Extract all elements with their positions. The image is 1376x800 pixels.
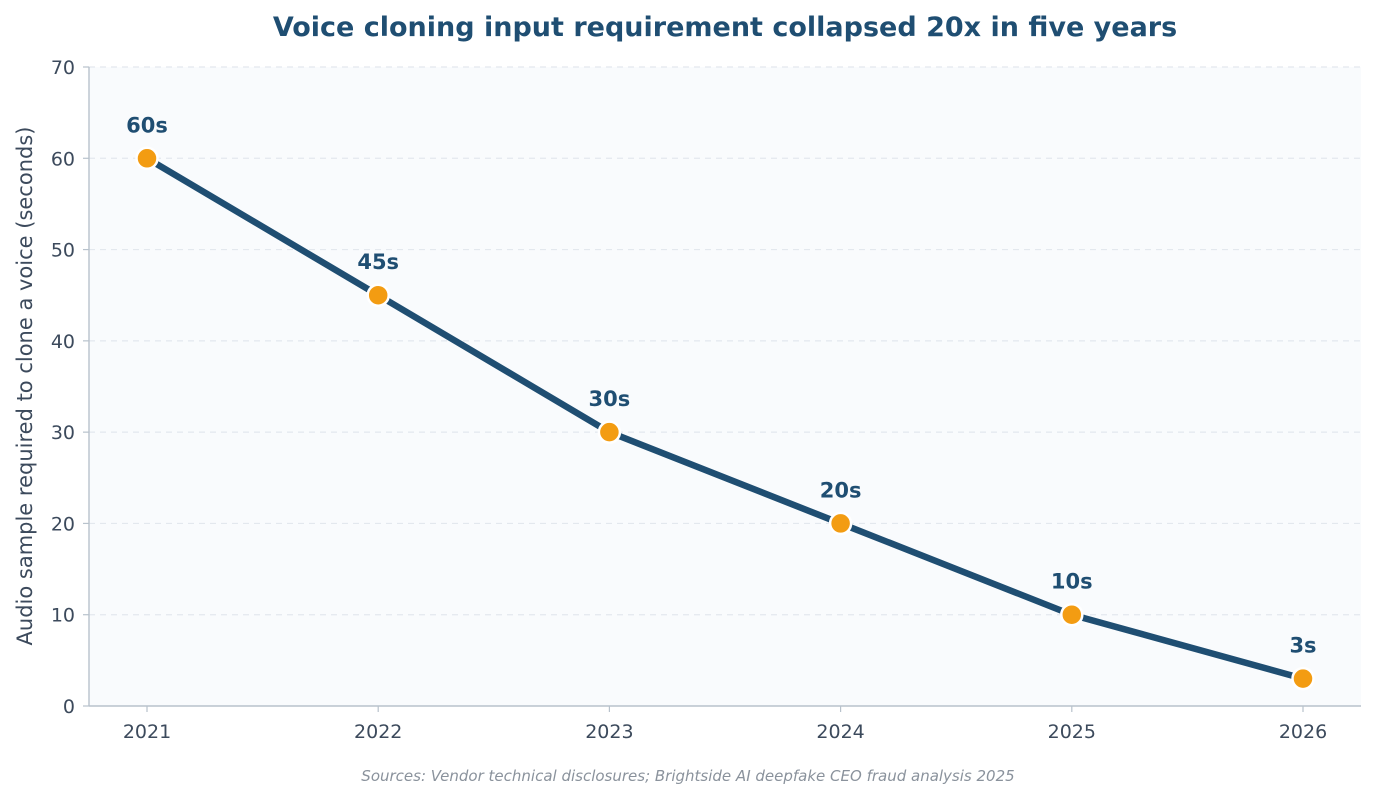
y-tick-label: 50 <box>51 240 75 262</box>
series-line <box>143 155 1307 682</box>
axes <box>88 67 1361 707</box>
x-tick-labels: 2021 2022 2023 2024 2025 2026 <box>123 706 1327 743</box>
data-labels: 60s 45s 30s 20s 10s 3s <box>126 113 1316 657</box>
data-label: 45s <box>357 250 399 274</box>
data-point <box>828 511 853 536</box>
y-tick-label: 40 <box>51 331 75 353</box>
series-line-group <box>143 155 1307 682</box>
y-tick-label: 30 <box>51 422 75 444</box>
x-tick-label: 2021 <box>123 721 171 743</box>
source-note: Sources: Vendor technical disclosures; B… <box>361 767 1014 785</box>
y-tick-labels: 0 10 20 30 40 50 60 70 <box>51 57 89 718</box>
y-tick-label: 60 <box>51 148 75 170</box>
data-label: 3s <box>1289 634 1316 658</box>
data-label: 30s <box>589 387 631 411</box>
x-tick-label: 2023 <box>585 721 633 743</box>
plot-area <box>89 67 1361 706</box>
y-tick-label: 0 <box>63 696 75 718</box>
gridlines <box>89 66 1361 616</box>
y-tick-label: 70 <box>51 57 75 79</box>
x-tick-label: 2025 <box>1048 721 1096 743</box>
x-tick-label: 2024 <box>816 721 864 743</box>
data-points <box>135 146 1315 691</box>
data-label: 20s <box>820 478 862 502</box>
x-tick-label: 2026 <box>1279 721 1327 743</box>
data-point <box>1060 602 1084 627</box>
data-label: 10s <box>1051 570 1093 594</box>
data-label: 60s <box>126 113 168 137</box>
y-axis-label: Audio sample required to clone a voice (… <box>13 127 37 646</box>
y-tick-label: 10 <box>51 605 75 627</box>
data-point <box>597 420 622 444</box>
y-tick-label: 20 <box>51 513 75 535</box>
x-tick-label: 2022 <box>354 721 402 743</box>
chart-title: Voice cloning input requirement collapse… <box>273 12 1177 43</box>
data-point <box>1291 666 1315 691</box>
data-point <box>135 146 159 171</box>
data-point <box>366 283 390 307</box>
